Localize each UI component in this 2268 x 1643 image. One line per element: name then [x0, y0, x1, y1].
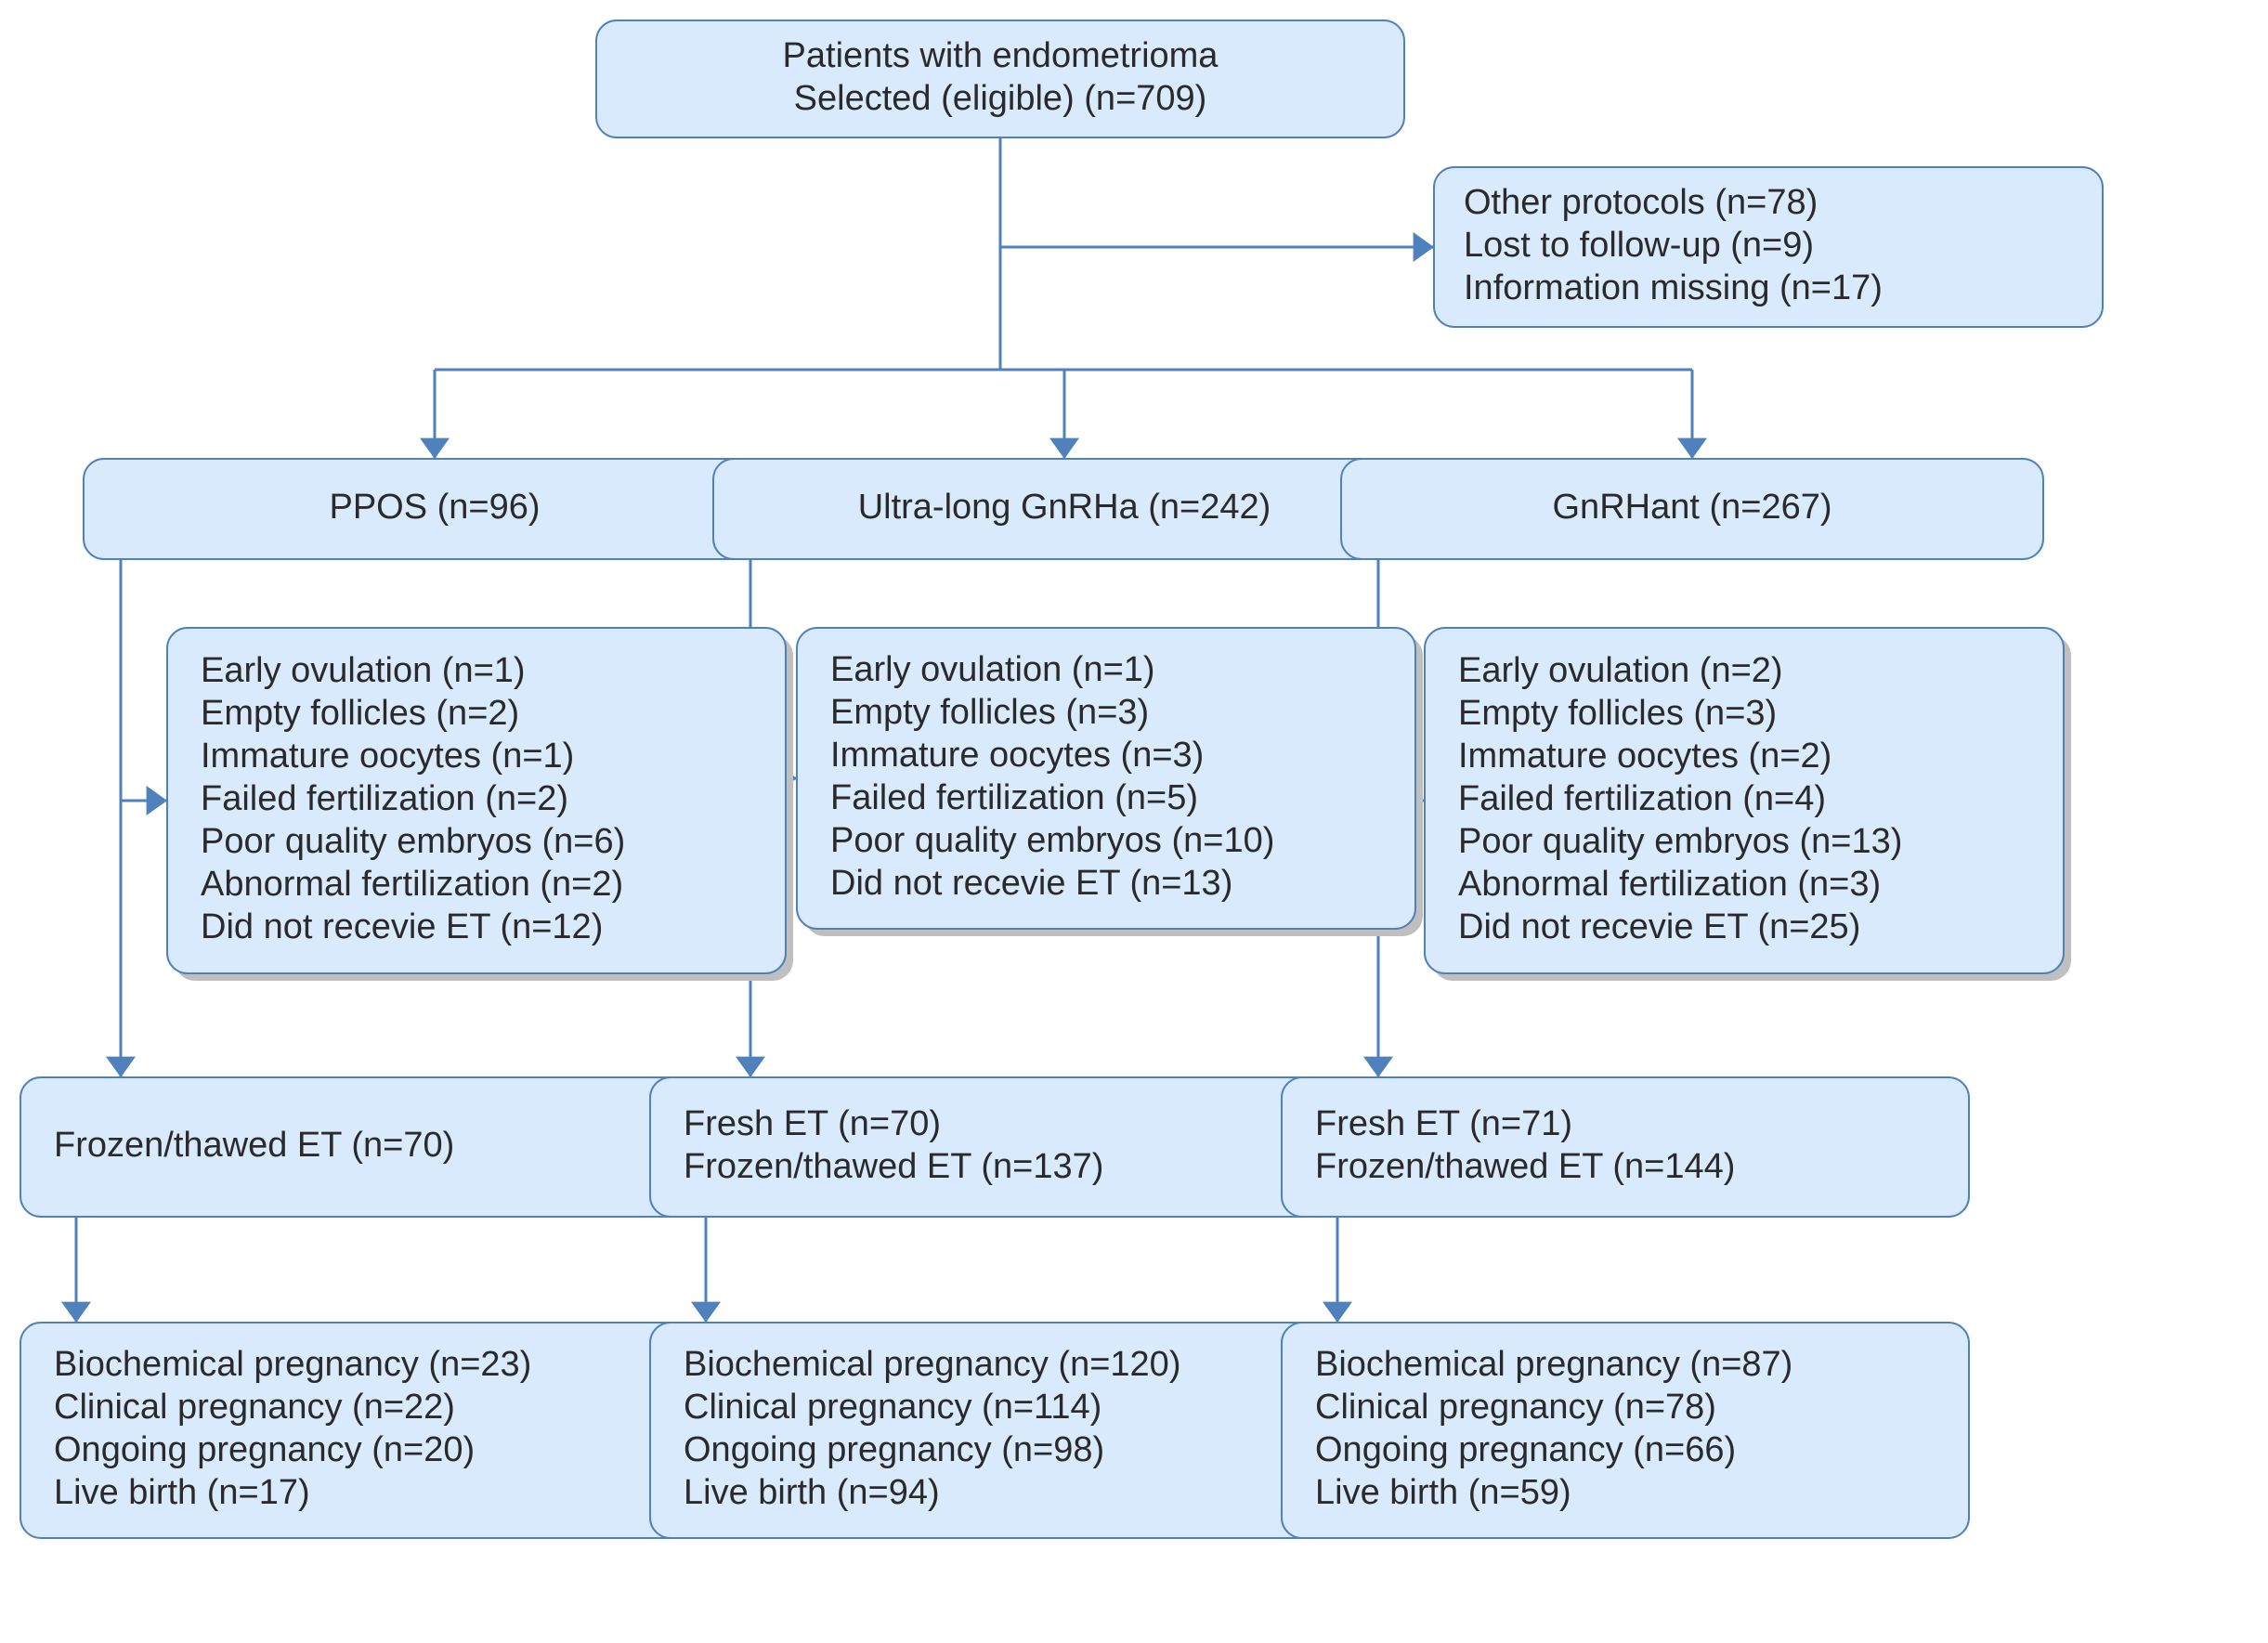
- reasons-box-ulgnrha-text: Poor quality embryos (n=10): [830, 821, 1274, 860]
- reasons-box-gnrhant-text: Abnormal fertilization (n=3): [1458, 865, 1881, 904]
- outcome-box-ulgnrha-text: Live birth (n=94): [684, 1473, 940, 1512]
- et-box-ulgnrha-text: Frozen/thawed ET (n=137): [684, 1147, 1103, 1186]
- reasons-box-ppos-text: Immature oocytes (n=1): [201, 737, 574, 776]
- flowchart: Patients with endometrioma Selected (elig…: [0, 0, 2268, 1643]
- reasons-box-ppos-text: Empty follicles (n=2): [201, 694, 519, 733]
- reasons-box-ppos-text: Early ovulation (n=1): [201, 651, 526, 690]
- group-box-ppos-text: PPOS (n=96): [329, 488, 540, 527]
- top-box-text: Patients with endometrioma: [783, 36, 1219, 75]
- reasons-box-ppos-text: Did not recevie ET (n=12): [201, 907, 603, 946]
- reasons-box-ulgnrha-text: Did not recevie ET (n=13): [830, 864, 1232, 903]
- reasons-box-ppos-text: Abnormal fertilization (n=2): [201, 865, 623, 904]
- reasons-box-gnrhant-text: Immature oocytes (n=2): [1458, 737, 1831, 776]
- reasons-box-ulgnrha-text: Empty follicles (n=3): [830, 693, 1149, 732]
- outcome-box-ppos-text: Ongoing pregnancy (n=20): [54, 1430, 475, 1469]
- reasons-box-ppos-text: Poor quality embryos (n=6): [201, 822, 625, 861]
- outcome-box-ulgnrha-text: Ongoing pregnancy (n=98): [684, 1430, 1104, 1469]
- outcome-box-ppos-text: Biochemical pregnancy (n=23): [54, 1345, 531, 1384]
- reasons-box-gnrhant-text: Poor quality embryos (n=13): [1458, 822, 1902, 861]
- reasons-box-ulgnrha-text: Failed fertilization (n=5): [830, 778, 1198, 817]
- exclusion-box-text: Other protocols (n=78): [1464, 183, 1818, 222]
- group-box-gnrhant-text: GnRHant (n=267): [1553, 488, 1832, 527]
- outcome-box-ppos-text: Live birth (n=17): [54, 1473, 310, 1512]
- outcome-box-gnrhant-text: Live birth (n=59): [1315, 1473, 1571, 1512]
- outcome-box-gnrhant-text: Clinical pregnancy (n=78): [1315, 1388, 1716, 1427]
- reasons-box-ppos-text: Failed fertilization (n=2): [201, 779, 568, 818]
- reasons-box-gnrhant-text: Did not recevie ET (n=25): [1458, 907, 1860, 946]
- outcome-box-ppos-text: Clinical pregnancy (n=22): [54, 1388, 455, 1427]
- group-box-ulgnrha-text: Ultra-long GnRHa (n=242): [858, 488, 1271, 527]
- reasons-box-gnrhant-text: Failed fertilization (n=4): [1458, 779, 1826, 818]
- reasons-box-gnrhant-text: Early ovulation (n=2): [1458, 651, 1783, 690]
- top-box-text: Selected (eligible) (n=709): [794, 79, 1207, 118]
- et-box-gnrhant-text: Fresh ET (n=71): [1315, 1104, 1572, 1143]
- outcome-box-ulgnrha-text: Biochemical pregnancy (n=120): [684, 1345, 1180, 1384]
- et-box-gnrhant-text: Frozen/thawed ET (n=144): [1315, 1147, 1735, 1186]
- outcome-box-ulgnrha-text: Clinical pregnancy (n=114): [684, 1388, 1101, 1427]
- et-box-ppos-text: Frozen/thawed ET (n=70): [54, 1126, 454, 1165]
- exclusion-box-text: Information missing (n=17): [1464, 268, 1883, 307]
- reasons-box-ulgnrha-text: Immature oocytes (n=3): [830, 736, 1204, 775]
- reasons-box-gnrhant-text: Empty follicles (n=3): [1458, 694, 1777, 733]
- exclusion-box-text: Lost to follow-up (n=9): [1464, 226, 1814, 265]
- outcome-box-gnrhant-text: Biochemical pregnancy (n=87): [1315, 1345, 1792, 1384]
- et-box-ulgnrha-text: Fresh ET (n=70): [684, 1104, 941, 1143]
- outcome-box-gnrhant-text: Ongoing pregnancy (n=66): [1315, 1430, 1736, 1469]
- reasons-box-ulgnrha-text: Early ovulation (n=1): [830, 650, 1155, 689]
